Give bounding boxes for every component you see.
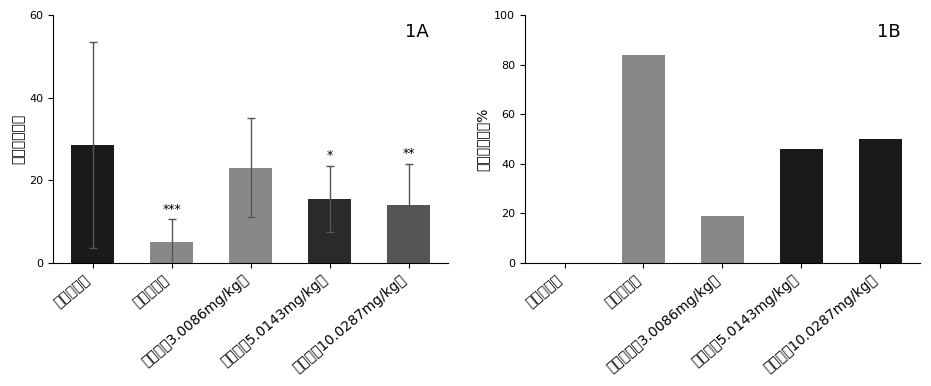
Bar [701, 215, 744, 262]
Bar [386, 205, 430, 262]
Bar [71, 145, 115, 262]
Bar [779, 149, 823, 262]
Text: 1B: 1B [876, 22, 900, 41]
Text: 1A: 1A [405, 22, 428, 41]
Bar [622, 55, 665, 262]
Bar [150, 242, 194, 262]
Y-axis label: 扭体次数／次: 扭体次数／次 [11, 114, 25, 164]
Bar [858, 139, 902, 262]
Bar [308, 199, 351, 262]
Text: **: ** [402, 147, 415, 160]
Text: *: * [327, 149, 332, 163]
Text: ***: *** [162, 203, 182, 216]
Y-axis label: 镇痛百分率／%: 镇痛百分率／% [476, 107, 490, 171]
Bar [229, 168, 273, 262]
